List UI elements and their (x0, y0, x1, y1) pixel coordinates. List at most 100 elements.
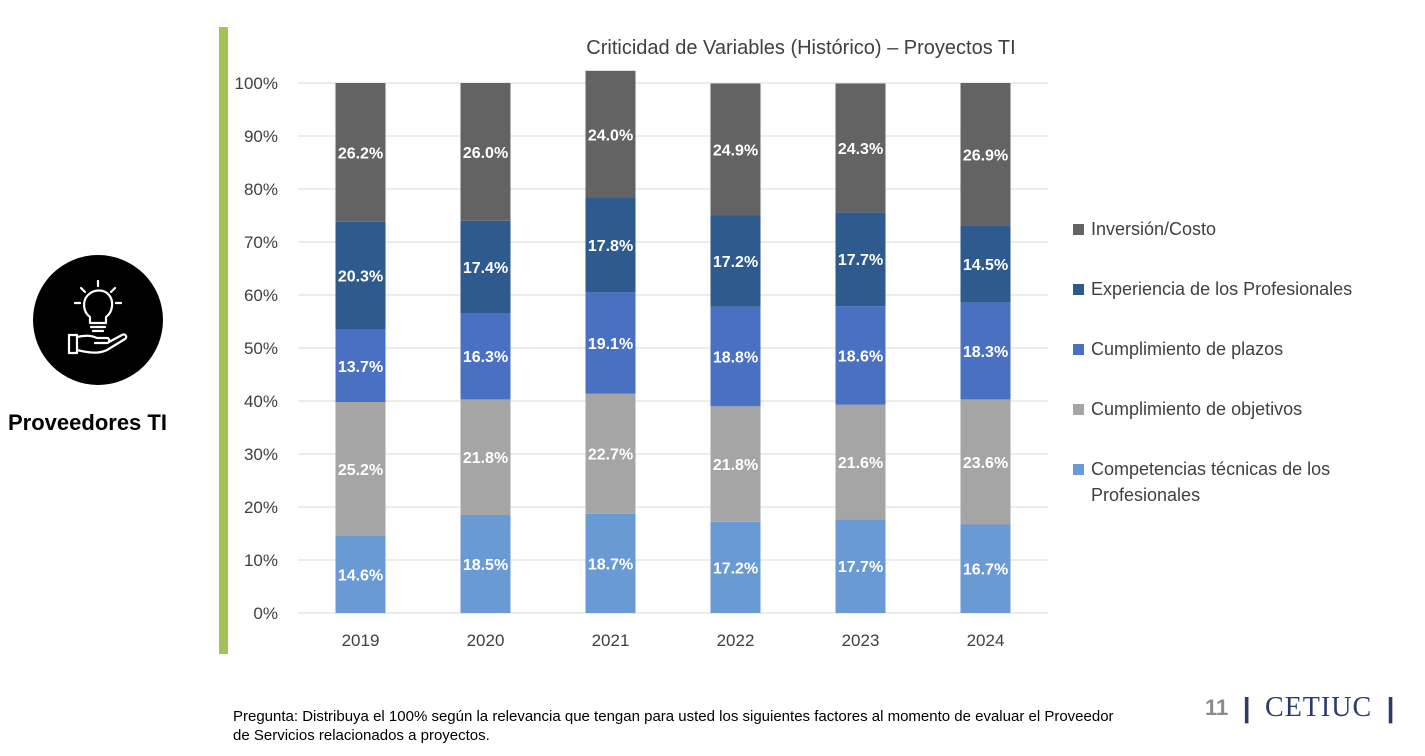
bar-segment (335, 329, 386, 403)
accent-bar (219, 27, 228, 654)
bar-segment (960, 302, 1011, 400)
data-label: 23.6% (963, 455, 1008, 472)
bar-segment (960, 399, 1011, 525)
legend-label: Cumplimiento de objetivos (1091, 399, 1303, 419)
legend-label: Inversión/Costo (1091, 219, 1217, 239)
brand-logo: CETIUC (1265, 692, 1373, 723)
legend-label: Cumplimiento de plazos (1091, 339, 1284, 359)
data-label: 16.3% (463, 349, 508, 366)
legend-item: Inversión/Costo (1073, 216, 1373, 276)
data-label: 21.6% (838, 455, 883, 472)
legend-item: Competencias técnicas de los Profesional… (1073, 456, 1373, 508)
y-tick-label: 40% (244, 392, 278, 411)
data-label: 14.6% (338, 567, 383, 584)
bar-segment (335, 535, 386, 613)
data-label: 26.9% (963, 147, 1008, 164)
footer-separator: | (1242, 692, 1251, 723)
bar-segment (710, 306, 761, 407)
data-label: 18.6% (838, 348, 883, 365)
bar-segment (960, 225, 1011, 303)
y-tick-label: 0% (253, 604, 278, 623)
y-tick-label: 80% (244, 180, 278, 199)
x-tick-label: 2019 (342, 631, 380, 650)
data-label: 17.4% (463, 260, 508, 277)
data-label: 16.7% (963, 562, 1008, 579)
legend-label: Competencias técnicas de los Profesional… (1091, 459, 1331, 505)
footer-separator: | (1386, 692, 1395, 723)
data-label: 20.3% (338, 269, 383, 286)
y-tick-label: 60% (244, 286, 278, 305)
data-label: 18.3% (963, 344, 1008, 361)
x-tick-label: 2023 (842, 631, 880, 650)
y-tick-label: 50% (244, 339, 278, 358)
bar-segment (585, 198, 636, 293)
data-label: 18.8% (713, 349, 758, 366)
bar-segment (335, 221, 386, 330)
data-label: 18.7% (588, 556, 633, 573)
bar-segment (710, 215, 761, 307)
section-label: Proveedores TI (8, 410, 167, 435)
data-label: 14.5% (963, 257, 1008, 274)
legend-item: Experiencia de los Profesionales (1073, 276, 1373, 336)
bar-segment (585, 513, 636, 613)
chart-legend: Inversión/Costo Experiencia de los Profe… (1073, 216, 1373, 508)
y-tick-label: 10% (244, 551, 278, 570)
bar-segment (335, 83, 386, 222)
bar-segment (960, 83, 1011, 226)
data-label: 18.5% (463, 557, 508, 574)
bar-segment (710, 406, 761, 522)
x-tick-label: 2020 (467, 631, 505, 650)
data-label: 17.2% (713, 254, 758, 271)
data-label: 24.0% (588, 127, 633, 144)
y-tick-label: 70% (244, 233, 278, 252)
data-label: 24.3% (838, 141, 883, 158)
legend-item: Cumplimiento de objetivos (1073, 396, 1373, 456)
bar-segment (960, 524, 1011, 613)
bar-segment (585, 393, 636, 514)
data-label: 22.7% (588, 447, 633, 464)
stacked-bar-chart: Criticidad de Variables (Histórico) – Pr… (235, 37, 1048, 650)
data-label: 17.2% (713, 560, 758, 577)
footer: 11 | CETIUC | (1205, 692, 1404, 724)
x-tick-label: 2024 (967, 631, 1005, 650)
bar-segment (835, 404, 886, 520)
bar-segment (710, 521, 761, 613)
bar-segment (585, 70, 636, 199)
x-tick-label: 2021 (592, 631, 630, 650)
data-label: 21.8% (713, 457, 758, 474)
data-label: 13.7% (338, 359, 383, 376)
chart-title: Criticidad de Variables (Histórico) – Pr… (586, 37, 1015, 59)
legend-label: Experiencia de los Profesionales (1091, 279, 1353, 299)
legend-swatch (1073, 224, 1084, 235)
data-label: 25.2% (338, 462, 383, 479)
bar-segment (460, 220, 511, 314)
y-tick-label: 90% (244, 127, 278, 146)
bar-segment (335, 402, 386, 536)
y-tick-label: 30% (244, 445, 278, 464)
legend-swatch (1073, 344, 1084, 355)
legend-swatch (1073, 284, 1084, 295)
x-tick-label: 2022 (717, 631, 755, 650)
bar-segment (585, 292, 636, 394)
bar-segment (835, 83, 886, 213)
legend-item: Cumplimiento de plazos (1073, 336, 1373, 396)
y-tick-label: 20% (244, 498, 278, 517)
data-label: 19.1% (588, 336, 633, 353)
data-label: 17.8% (588, 238, 633, 255)
data-label: 24.9% (713, 143, 758, 160)
bar-segment (710, 83, 761, 216)
bar-segment (835, 306, 886, 405)
bar-segment (835, 212, 886, 307)
data-label: 26.2% (338, 145, 383, 162)
data-label: 17.7% (838, 559, 883, 576)
legend-swatch (1073, 404, 1084, 415)
data-label: 17.7% (838, 252, 883, 269)
data-label: 26.0% (463, 145, 508, 162)
bar-segment (835, 519, 886, 613)
bar-segment (460, 399, 511, 515)
legend-swatch (1073, 464, 1084, 475)
survey-question: Pregunta: Distribuya el 100% según la re… (233, 708, 1114, 744)
bar-segment (460, 313, 511, 400)
bar-segment (460, 83, 511, 221)
lightbulb-hand-icon (33, 255, 163, 385)
